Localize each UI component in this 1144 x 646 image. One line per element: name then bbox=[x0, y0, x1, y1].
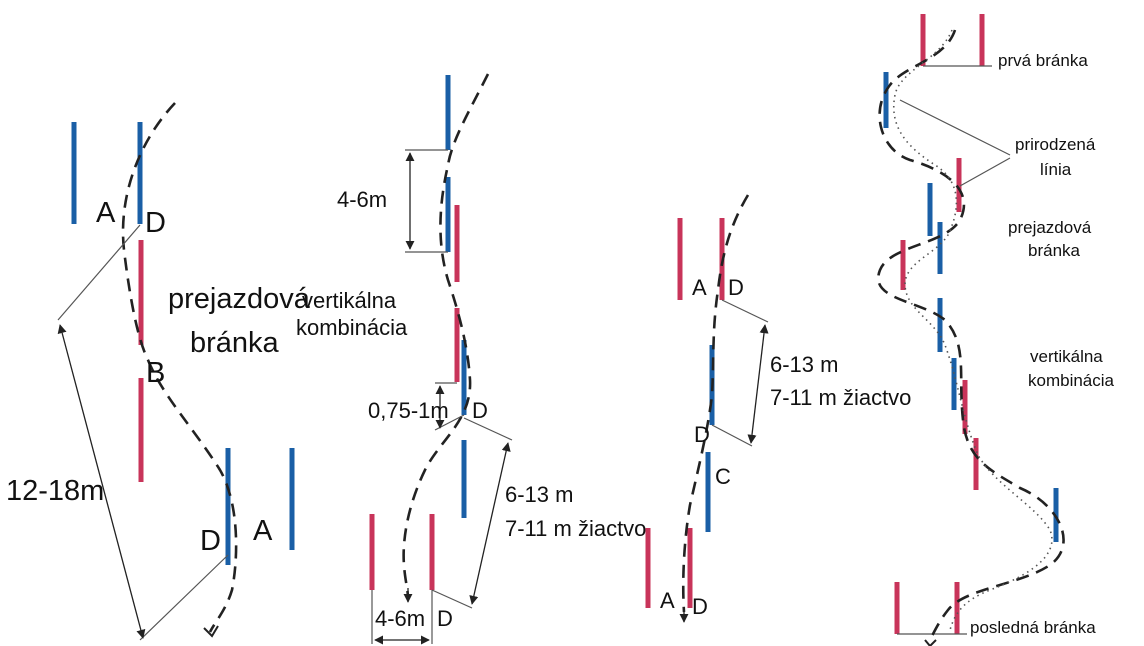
hairpin-label: prejazdová bbox=[168, 283, 311, 315]
distance-arrow bbox=[57, 324, 146, 639]
distance-label: 12-18m bbox=[6, 475, 104, 507]
panel-1-hairpin: A D B D A 12-18m prejazdová bránka bbox=[6, 102, 311, 641]
gate-label-d: D bbox=[437, 606, 453, 631]
gate-label-d: D bbox=[145, 207, 166, 239]
turn-line bbox=[57, 224, 141, 321]
gate-label-a: A bbox=[96, 197, 116, 229]
callout-line bbox=[899, 99, 1011, 156]
hairpin-label: prejazdová bbox=[1008, 218, 1092, 237]
gate-label-a: A bbox=[660, 588, 675, 613]
distance-label: 7-11 m žiactvo bbox=[770, 385, 911, 410]
natural-line bbox=[892, 29, 1053, 631]
gate-label-d: D bbox=[694, 422, 710, 447]
callout-line bbox=[959, 157, 1011, 187]
vertical-combination-label: vertikálna bbox=[302, 288, 397, 313]
first-gate-label: prvá bránka bbox=[998, 51, 1088, 70]
vertical-combination-label: kombinácia bbox=[1028, 371, 1115, 390]
hairpin-label: bránka bbox=[190, 327, 280, 359]
distance-arrow bbox=[469, 442, 511, 605]
gate-label-d: D bbox=[728, 275, 744, 300]
distance-label: 0,75-1m bbox=[368, 398, 449, 423]
last-gate-label: posledná bránka bbox=[970, 618, 1096, 637]
gate-label-a: A bbox=[692, 275, 707, 300]
natural-line-label: prirodzená bbox=[1015, 135, 1096, 154]
gate-label-d: D bbox=[472, 398, 488, 423]
distance-arrow bbox=[747, 324, 769, 444]
panel-3-gate-sequence: A D 6-13 m 7-11 m žiactvo D C A D bbox=[645, 194, 911, 623]
vertical-combination-label: vertikálna bbox=[1030, 347, 1103, 366]
arrowhead-icon bbox=[924, 639, 937, 646]
turn-line bbox=[139, 554, 229, 641]
hairpin-label: bránka bbox=[1028, 241, 1081, 260]
dimension-tick bbox=[711, 424, 753, 447]
gate-label-d: D bbox=[200, 525, 221, 557]
dimension-tick bbox=[431, 589, 473, 609]
dimension-tick bbox=[721, 299, 769, 323]
gate-label-b: B bbox=[146, 357, 165, 389]
distance-label: 4-6m bbox=[375, 606, 425, 631]
natural-line-label: línia bbox=[1040, 160, 1072, 179]
gate-label-d: D bbox=[692, 594, 708, 619]
distance-label: 7-11 m žiactvo bbox=[505, 516, 646, 541]
gate-label-c: C bbox=[715, 464, 731, 489]
ski-line bbox=[121, 102, 238, 633]
ski-line bbox=[681, 194, 750, 613]
distance-label: 6-13 m bbox=[770, 352, 838, 377]
dimension-tick bbox=[463, 417, 513, 441]
ski-line bbox=[402, 73, 490, 599]
panel-2-vertical-combination: vertikálna kombinácia 4-6m 0,75-1m D 6-1… bbox=[296, 73, 646, 645]
gate-label-a: A bbox=[253, 515, 273, 547]
vertical-combination-label: kombinácia bbox=[296, 315, 408, 340]
distance-label: 6-13 m bbox=[505, 482, 573, 507]
panel-4-full-course: prvá bránka prirodzená línia prejazdová … bbox=[876, 14, 1115, 646]
distance-label: 4-6m bbox=[337, 187, 387, 212]
arrowhead-icon bbox=[203, 625, 219, 638]
ski-line bbox=[876, 29, 1065, 641]
